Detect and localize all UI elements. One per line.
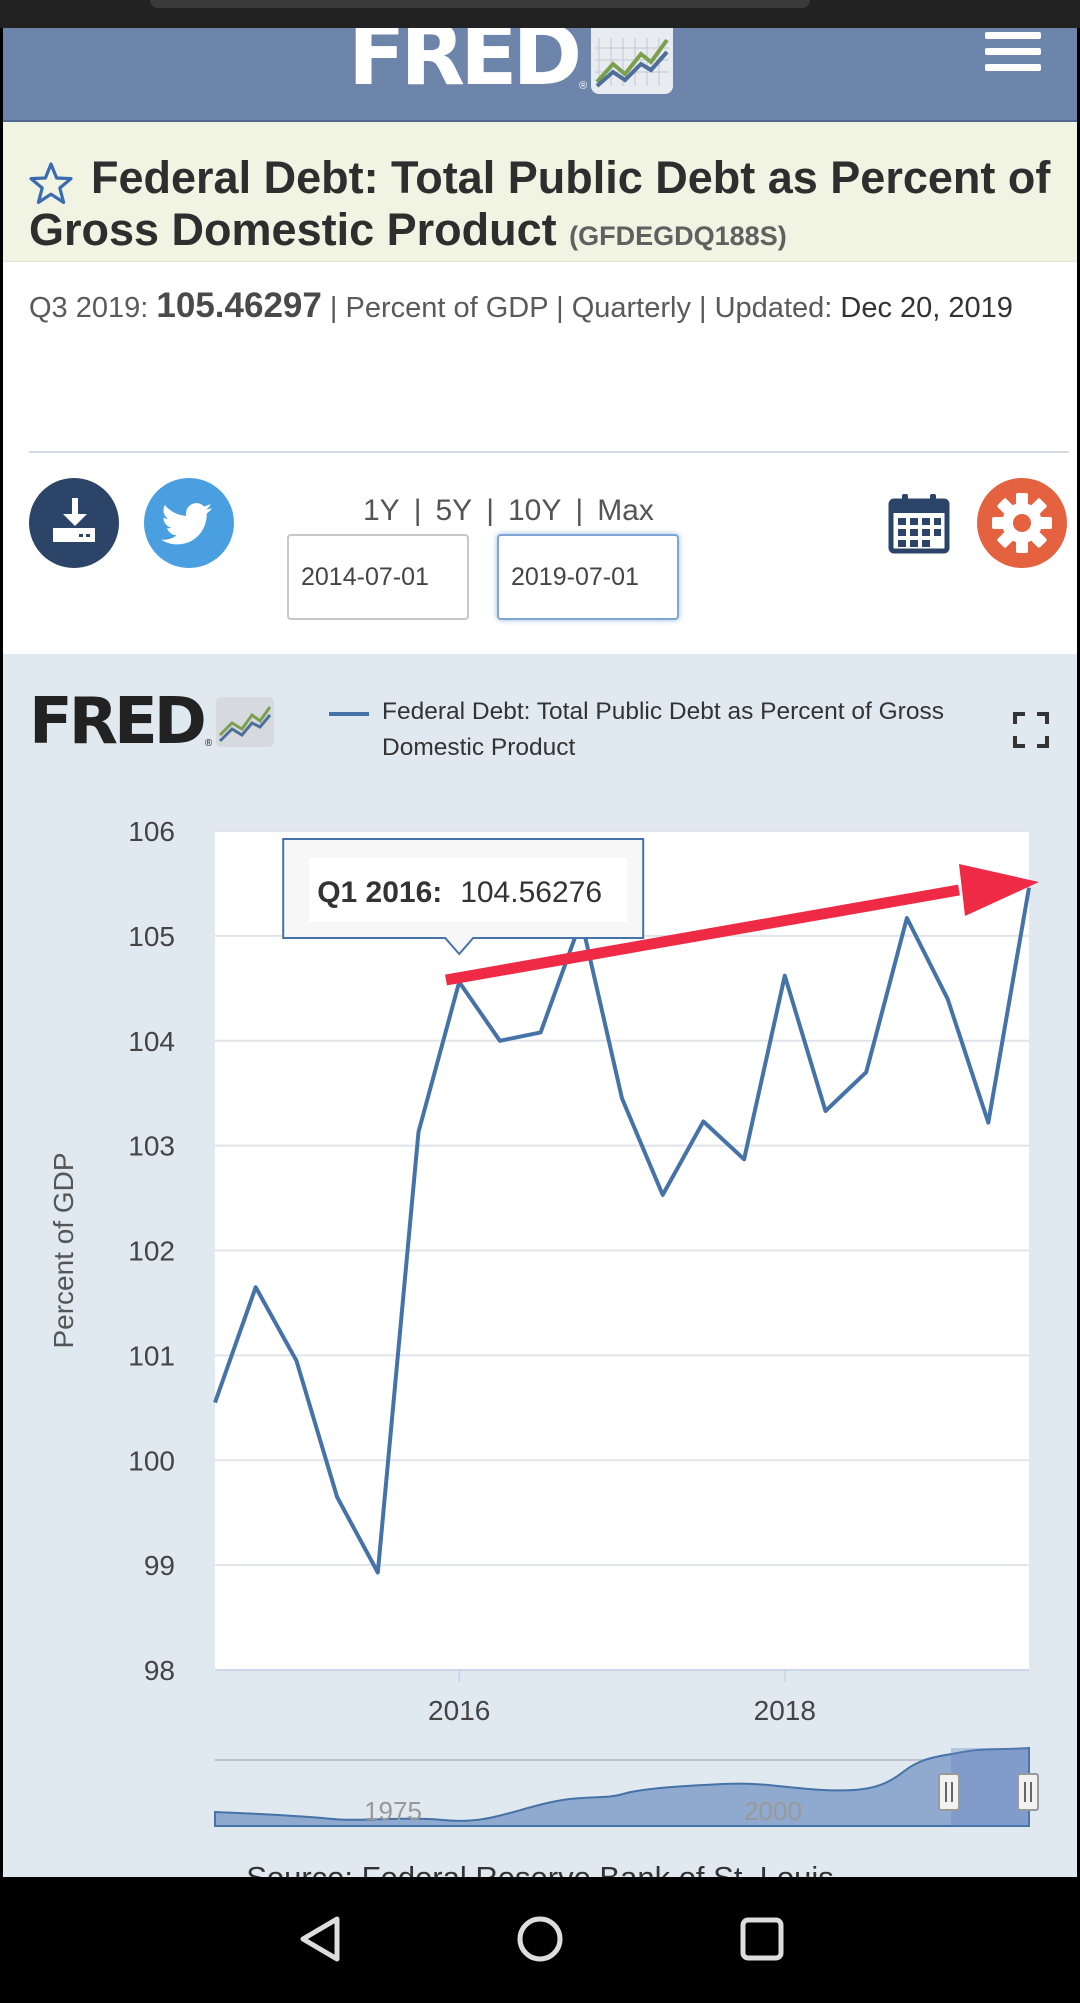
chart-logo-icon [216, 697, 275, 747]
fred-logo-text: FRED [348, 28, 582, 104]
range-max[interactable]: Max [597, 494, 654, 527]
y-tick-label: 105 [128, 921, 175, 952]
fred-logo[interactable]: FRED ® [348, 28, 674, 104]
calendar-icon[interactable] [888, 492, 950, 554]
range-links: 1Y | 5Y | 10Y | Max [363, 494, 654, 528]
legend-swatch [329, 712, 369, 716]
y-tick-label: 101 [128, 1340, 175, 1371]
range-separator: | [575, 494, 584, 527]
series-line [213, 887, 1031, 1575]
units-frequency: | Percent of GDP | Quarterly | Updated: [329, 292, 833, 324]
navigator-label: 2000 [744, 1796, 802, 1826]
range-5y[interactable]: 5Y [435, 494, 473, 527]
y-tick-label: 98 [144, 1655, 175, 1686]
annotation-arrow-head [959, 864, 1039, 916]
y-tick-label: 102 [128, 1236, 175, 1267]
tooltip-inner [309, 858, 628, 922]
hamburger-menu-icon[interactable] [985, 32, 1041, 72]
fred-logo-chart-icon [591, 28, 674, 94]
y-tick-label: 103 [128, 1131, 175, 1162]
navigator-handle [1017, 1773, 1039, 1811]
series-title-text: Federal Debt: Total Public Debt as Perce… [29, 152, 1051, 255]
navigator-series-area [214, 1746, 1030, 1827]
latest-period: Q3 2019: [29, 292, 149, 324]
y-axis-title: Percent of GDP [48, 1152, 79, 1348]
range-separator: | [486, 494, 494, 527]
twitter-share-button[interactable] [144, 478, 234, 568]
divider [29, 451, 1069, 453]
chart-panel: FRED ® Federal Debt: Total Public Debt a… [3, 654, 1077, 1877]
tooltip: Q1 2016: 104.56276 [282, 838, 645, 956]
series-id: (GFDEGDQ188S) [569, 221, 787, 251]
legend-label: Federal Debt: Total Public Debt as Perce… [382, 698, 944, 761]
series-title: Federal Debt: Total Public Debt as Perce… [29, 152, 1059, 262]
fred-logo-reg: ® [579, 80, 588, 92]
line-chart: 98 99 100 101 102 103 104 105 106 2016 2018 Percent… [48, 816, 1039, 1827]
y-tick-label: 100 [128, 1445, 175, 1476]
x-tick-label: 2016 [428, 1695, 490, 1726]
tooltip-label: Q1 2016: [317, 876, 442, 909]
range-1y[interactable]: 1Y [363, 494, 400, 527]
latest-value: 105.46297 [156, 286, 322, 325]
range-separator: | [413, 494, 422, 527]
home-icon[interactable] [512, 1911, 568, 1967]
download-icon [53, 498, 95, 542]
status-notch [150, 0, 810, 8]
source-note: Source: Federal Reserve Bank of St. Loui… [3, 1860, 1077, 1877]
navigator-selection [951, 1748, 1029, 1826]
back-icon[interactable] [293, 1911, 349, 1967]
star-icon[interactable] [27, 160, 75, 208]
end-date-input[interactable]: 2019-07-01 [497, 534, 679, 620]
gear-icon [992, 493, 1052, 553]
site-header: FRED ® [3, 28, 1077, 122]
start-date-input[interactable]: 2014-07-01 [287, 534, 469, 620]
settings-button[interactable] [977, 478, 1067, 568]
status-bar [0, 0, 1080, 28]
y-tick-label: 106 [128, 816, 175, 847]
navigator-label: 1975 [364, 1796, 422, 1826]
download-button[interactable] [29, 478, 119, 568]
series-meta: Q3 2019: 105.46297 | Percent of GDP | Qu… [29, 282, 1049, 332]
chart-fred-logo: FRED ® [29, 685, 275, 759]
updated-date: Dec 20, 2019 [840, 292, 1013, 324]
y-tick-label: 99 [144, 1550, 175, 1581]
chart-logo-text: FRED [29, 685, 207, 759]
tooltip-value: 104.56276 [460, 876, 602, 909]
twitter-icon [161, 503, 212, 545]
series-title-band: Federal Debt: Total Public Debt as Perce… [3, 122, 1077, 262]
x-tick-label: 2018 [754, 1695, 816, 1726]
annotation-arrow-shaft [445, 884, 960, 986]
recents-icon[interactable] [734, 1911, 790, 1967]
navigator-handle [938, 1773, 960, 1811]
chart-logo-reg: ® [204, 738, 213, 749]
y-tick-label: 104 [128, 1026, 175, 1057]
fullscreen-icon[interactable] [1013, 712, 1049, 748]
page: FRED ® Federal Debt: Total Public Debt a… [3, 28, 1077, 1877]
android-nav-bar [0, 1877, 1080, 2003]
range-10y[interactable]: 10Y [508, 494, 562, 527]
